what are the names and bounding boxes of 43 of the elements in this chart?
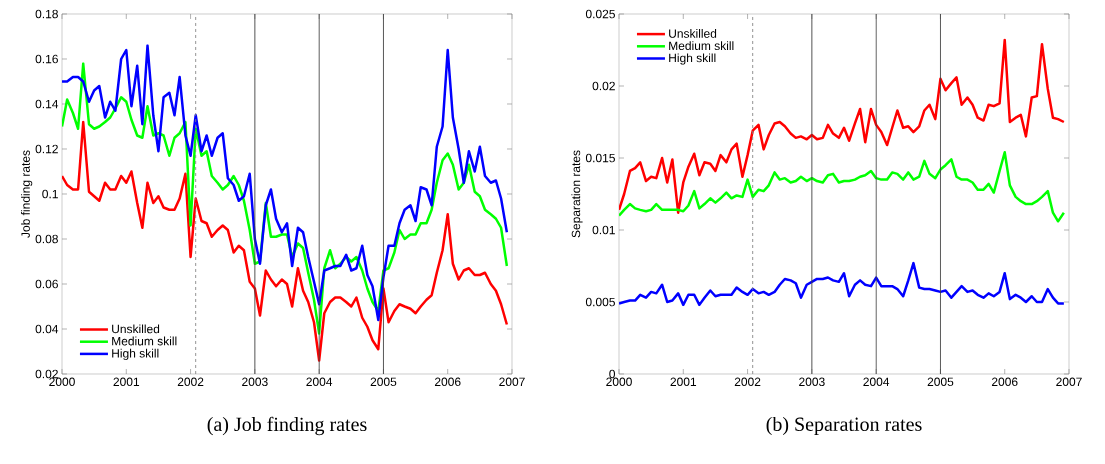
x-tick-label: 2000 <box>606 377 632 387</box>
y-axis-title: Separation rates <box>571 150 583 238</box>
y-tick-label: 0.025 <box>585 9 615 19</box>
x-tick-label: 2002 <box>177 377 204 387</box>
x-tick-label: 2002 <box>734 377 761 387</box>
x-tick-label: 2003 <box>799 377 825 387</box>
x-tick-label: 2001 <box>670 377 697 387</box>
legend-label: High skill <box>112 348 159 360</box>
x-tick-label: 2001 <box>113 377 140 387</box>
y-tick-label: 0 <box>609 369 616 379</box>
x-tick-label: 2004 <box>863 377 890 387</box>
legend-label: Medium skill <box>112 336 177 346</box>
text: (b) Separation rates <box>766 416 922 436</box>
y-tick-label: 0.06 <box>35 279 58 289</box>
y-tick-label: 0.16 <box>35 54 58 64</box>
x-tick-label: 2000 <box>49 377 75 387</box>
y-tick-label: 0.08 <box>35 234 58 244</box>
y-axis-title: Job finding rates <box>21 150 33 238</box>
line-series <box>619 38 1066 214</box>
legend-label: Unskilled <box>112 324 160 334</box>
y-tick-label: 0.01 <box>592 225 615 235</box>
x-tick-label: 2007 <box>499 377 525 387</box>
legend-label: Medium skill <box>669 41 734 50</box>
text: (a) Job finding rates <box>207 416 367 436</box>
legend-label: Unskilled <box>669 29 717 38</box>
y-tick-label: 0.14 <box>35 99 59 109</box>
x-tick-label: 2004 <box>306 377 333 387</box>
y-tick-label: 0.005 <box>585 297 615 307</box>
y-tick-label: 0.12 <box>35 144 58 154</box>
x-tick-label: 2005 <box>927 377 954 387</box>
y-tick-label: 0.02 <box>35 369 58 379</box>
y-tick-label: 0.015 <box>585 153 615 163</box>
y-tick-label: 0.02 <box>592 81 615 91</box>
y-tick-label: 0.1 <box>42 189 58 199</box>
y-tick-label: 0.04 <box>35 324 59 334</box>
legend-label: High skill <box>669 53 716 65</box>
x-tick-label: 2006 <box>991 377 1018 387</box>
x-tick-label: 2005 <box>370 377 397 387</box>
y-tick-label: 0.18 <box>35 9 58 19</box>
x-tick-label: 2003 <box>242 377 268 387</box>
line-series <box>62 120 509 362</box>
x-tick-label: 2007 <box>1056 377 1082 387</box>
x-tick-label: 2006 <box>434 377 461 387</box>
